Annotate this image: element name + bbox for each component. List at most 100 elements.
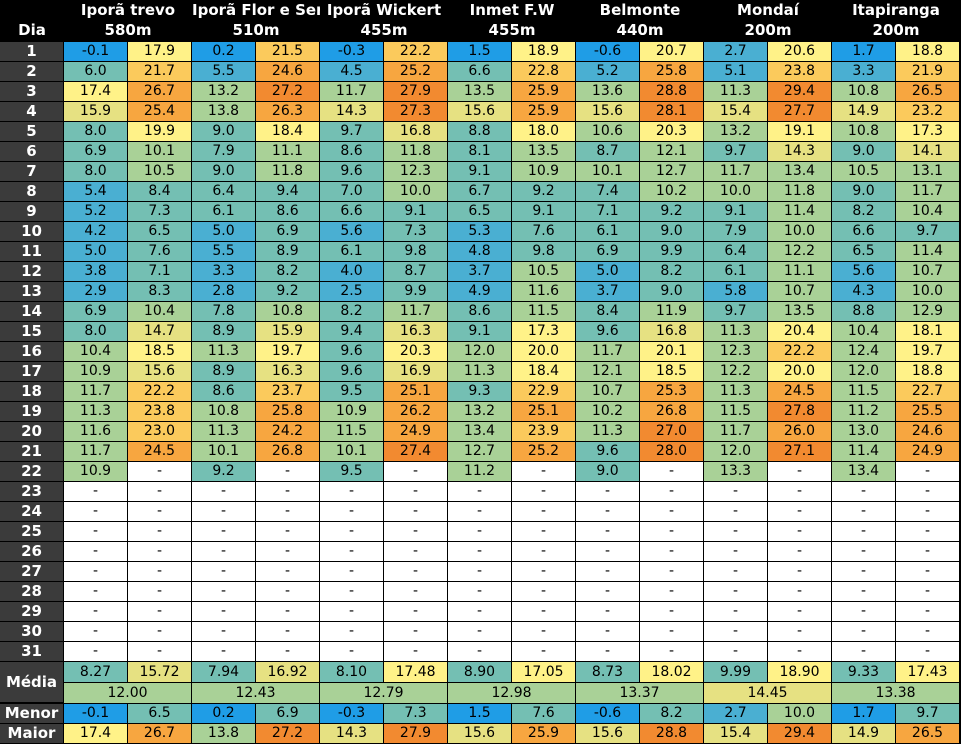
- avg-max-cell: 15.72: [128, 662, 191, 682]
- min-temp-cell: 10.8: [192, 402, 255, 421]
- min-temp-cell: 10.9: [64, 462, 127, 481]
- header-dia: Dia: [18, 21, 46, 39]
- highest-min-cell: 13.8: [192, 724, 255, 743]
- max-temp-cell: 15.6: [128, 362, 191, 381]
- lowest-min-cell: 1.5: [448, 704, 511, 723]
- min-temp-cell: 7.1: [576, 202, 639, 221]
- max-temp-cell: 9.2: [640, 202, 703, 221]
- max-temp-cell: 11.7: [896, 182, 959, 201]
- min-temp-cell: 9.5: [320, 382, 383, 401]
- min-temp-cell: 4.2: [64, 222, 127, 241]
- max-temp-cell: 25.8: [256, 402, 319, 421]
- max-temp-cell: 21.9: [896, 62, 959, 81]
- min-temp-cell: -: [576, 502, 639, 521]
- min-temp-cell: 10.4: [64, 342, 127, 361]
- min-temp-cell: -: [64, 502, 127, 521]
- max-temp-cell: -: [512, 502, 575, 521]
- min-temp-cell: 10.5: [832, 162, 895, 181]
- min-temp-cell: -: [448, 582, 511, 601]
- min-temp-cell: 8.2: [320, 302, 383, 321]
- max-temp-cell: 9.1: [512, 202, 575, 221]
- min-temp-cell: 6.1: [576, 222, 639, 241]
- max-temp-cell: 25.8: [640, 62, 703, 81]
- max-temp-cell: 21.7: [128, 62, 191, 81]
- max-temp-cell: 22.2: [768, 342, 831, 361]
- min-temp-cell: -: [192, 522, 255, 541]
- min-temp-cell: 2.5: [320, 282, 383, 301]
- lowest-max-cell: 9.7: [896, 704, 959, 723]
- min-temp-cell: -: [704, 482, 767, 501]
- min-temp-cell: 11.3: [64, 402, 127, 421]
- max-temp-cell: -: [640, 562, 703, 581]
- min-temp-cell: 5.2: [576, 62, 639, 81]
- day-label: 13: [0, 282, 63, 301]
- min-temp-cell: -: [704, 522, 767, 541]
- max-temp-cell: 23.2: [896, 102, 959, 121]
- min-temp-cell: -: [64, 522, 127, 541]
- max-temp-cell: 20.1: [640, 342, 703, 361]
- station-name: Mondaí: [737, 1, 799, 19]
- max-temp-cell: 8.2: [256, 262, 319, 281]
- min-temp-cell: -: [448, 562, 511, 581]
- min-temp-cell: 5.8: [704, 282, 767, 301]
- min-temp-cell: 8.8: [448, 122, 511, 141]
- avg-label: Média: [0, 662, 63, 702]
- min-temp-cell: 8.6: [448, 302, 511, 321]
- max-temp-cell: 11.1: [768, 262, 831, 281]
- min-temp-cell: 5.5: [192, 62, 255, 81]
- max-temp-cell: 28.8: [640, 82, 703, 101]
- max-temp-cell: 23.7: [256, 382, 319, 401]
- max-temp-cell: -: [384, 602, 447, 621]
- avg-mean-cell: 14.45: [704, 683, 831, 703]
- min-temp-cell: 6.9: [64, 302, 127, 321]
- highest-min-cell: 14.3: [320, 724, 383, 743]
- min-temp-cell: 10.6: [576, 122, 639, 141]
- day-label: 27: [0, 562, 63, 581]
- max-temp-cell: 12.7: [640, 162, 703, 181]
- min-temp-cell: 12.0: [448, 342, 511, 361]
- min-temp-cell: -: [832, 542, 895, 561]
- min-temp-cell: 6.4: [192, 182, 255, 201]
- highest-max-cell: 26.5: [896, 724, 959, 743]
- lowest-max-cell: 7.3: [384, 704, 447, 723]
- max-temp-cell: 10.0: [384, 182, 447, 201]
- min-temp-cell: -: [448, 482, 511, 501]
- min-temp-cell: -: [832, 522, 895, 541]
- min-temp-cell: 6.5: [448, 202, 511, 221]
- max-temp-cell: -: [128, 642, 191, 661]
- avg-max-cell: 17.43: [896, 662, 959, 682]
- max-temp-cell: 13.4: [768, 162, 831, 181]
- max-temp-cell: 7.6: [128, 242, 191, 261]
- min-temp-cell: 9.7: [704, 302, 767, 321]
- lowest-min-cell: 1.7: [832, 704, 895, 723]
- avg-max-cell: 17.48: [384, 662, 447, 682]
- max-temp-cell: -: [896, 562, 959, 581]
- min-temp-cell: 8.1: [448, 142, 511, 161]
- min-temp-cell: 17.4: [64, 82, 127, 101]
- max-temp-cell: -: [256, 562, 319, 581]
- min-temp-cell: -: [320, 502, 383, 521]
- min-temp-cell: 13.0: [832, 422, 895, 441]
- min-temp-cell: -: [704, 642, 767, 661]
- min-temp-cell: 8.7: [576, 142, 639, 161]
- station-name: Iporã trevo: [80, 1, 176, 19]
- day-label: 19: [0, 402, 63, 421]
- min-temp-cell: 3.3: [832, 62, 895, 81]
- min-temp-cell: -: [832, 602, 895, 621]
- min-temp-cell: -: [320, 622, 383, 641]
- station-altitude: 200m: [872, 21, 920, 39]
- max-temp-cell: 21.5: [256, 42, 319, 61]
- max-temp-cell: 10.2: [640, 182, 703, 201]
- min-temp-cell: 9.0: [832, 182, 895, 201]
- station-name: Iporã Wickert: [326, 1, 442, 19]
- min-temp-cell: -: [320, 562, 383, 581]
- lowest-max-cell: 8.2: [640, 704, 703, 723]
- day-label: 12: [0, 262, 63, 281]
- station-altitude: 440m: [616, 21, 664, 39]
- day-label: 21: [0, 442, 63, 461]
- min-temp-cell: 9.1: [448, 162, 511, 181]
- min-temp-cell: 11.5: [832, 382, 895, 401]
- min-temp-cell: -: [576, 482, 639, 501]
- min-temp-cell: 5.2: [64, 202, 127, 221]
- min-temp-cell: 2.9: [64, 282, 127, 301]
